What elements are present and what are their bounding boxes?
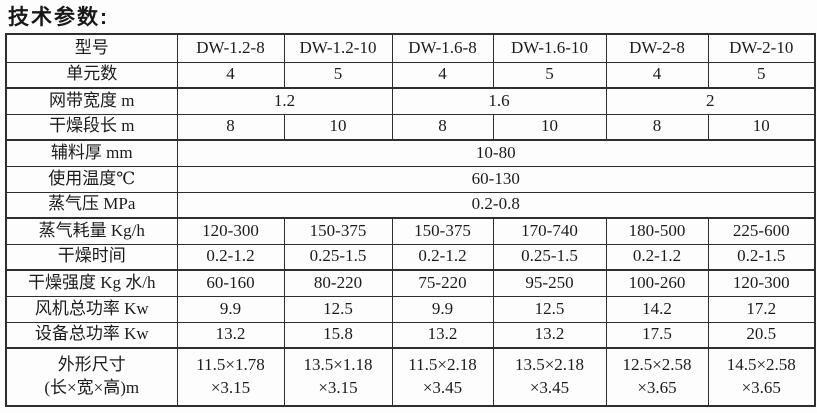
header-cell-DW-2-10: DW-2-10 [707,33,816,63]
value-cell: 10 [707,113,816,141]
value-cell: 13.2 [176,321,285,349]
value-cell: 8 [391,113,494,141]
header-cell-DW-1.2-10: DW-1.2-10 [283,33,393,63]
value-cell: 170-740 [492,217,607,245]
table-row: 外形尺寸 (长×宽×高)m 11.5×1.78 ×3.15 13.5×1.18 ×3… [5,347,816,407]
value-cell: 4 [391,61,494,89]
value-cell: 11.5×2.18 ×3.45 [391,347,494,407]
header-row: 型号 DW-1.2-8 DW-1.2-10 DW-1.6-8 DW-1.6-10 DW-2… [5,33,816,63]
table-row: 辅料厚 mm 10-80 [5,139,816,167]
table-row: 蒸气压 MPa 0.2-0.8 [5,191,816,219]
value-cell: 120-300 [176,217,285,245]
row-label-cell: 干燥段长 m [5,113,178,141]
row-label-cell: 使用温度℃ [5,165,178,193]
value-cell: 13.5×1.18 ×3.15 [283,347,393,407]
value-cell: 0.2-1.2 [605,243,709,271]
spec-table: 型号 DW-1.2-8 DW-1.2-10 DW-1.6-8 DW-1.6-10 DW-2… [5,33,816,407]
value-cell: 2 [605,87,816,115]
value-cell: 150-375 [391,217,494,245]
value-cell: 225-600 [707,217,816,245]
value-cell: 10 [283,113,393,141]
value-cell: 0.2-1.2 [391,243,494,271]
value-cell: 100-260 [605,269,709,297]
value-cell: 150-375 [283,217,393,245]
row-label-cell: 外形尺寸 (长×宽×高)m [5,347,178,407]
value-cell: 15.8 [283,321,393,349]
row-label-cell: 干燥时间 [5,243,178,271]
row-label-cell: 蒸气耗量 Kg/h [5,217,178,245]
value-cell: 5 [283,61,393,89]
value-cell: 12.5 [492,295,607,323]
value-cell: 0.2-1.5 [707,243,816,271]
value-cell: 75-220 [391,269,494,297]
value-cell: 13.2 [391,321,494,349]
value-cell: 20.5 [707,321,816,349]
value-cell: 17.5 [605,321,709,349]
row-label-cell: 设备总功率 Kw [5,321,178,349]
value-cell: 8 [605,113,709,141]
table-row: 干燥段长 m 8 10 8 10 8 10 [5,113,816,141]
value-cell: 12.5 [283,295,393,323]
header-cell-DW-1.6-10: DW-1.6-10 [492,33,607,63]
header-cell-DW-1.2-8: DW-1.2-8 [176,33,285,63]
value-cell: 8 [176,113,285,141]
value-cell: 14.5×2.58 ×3.65 [707,347,816,407]
value-cell: 13.5×2.18 ×3.45 [492,347,607,407]
value-cell: 0.25-1.5 [283,243,393,271]
table-body: 单元数 4 5 4 5 4 5 网带宽度 m 1.2 1.6 2 干燥段长 m 8 10 8 10 8 10 辅料厚… [5,61,816,407]
row-label-cell: 辅料厚 mm [5,139,178,167]
value-cell: 12.5×2.58 ×3.65 [605,347,709,407]
value-cell: 14.2 [605,295,709,323]
value-cell: 5 [707,61,816,89]
table-row: 设备总功率 Kw 13.2 15.8 13.2 13.2 17.5 20.5 [5,321,816,349]
value-cell: 4 [605,61,709,89]
header-cell-DW-1.6-8: DW-1.6-8 [391,33,494,63]
table-row: 干燥强度 Kg 水/h 60-160 80-220 75-220 95-250 100-2… [5,269,816,297]
page-title: 技术参数: [8,6,109,29]
value-cell: 17.2 [707,295,816,323]
table-row: 干燥时间 0.2-1.2 0.25-1.5 0.2-1.2 0.25-1.5 0.2-1.… [5,243,816,271]
value-cell: 10 [492,113,607,141]
value-cell: 10-80 [176,139,816,167]
value-cell: 0.2-1.2 [176,243,285,271]
value-cell: 5 [492,61,607,89]
table-row: 风机总功率 Kw 9.9 12.5 9.9 12.5 14.2 17.2 [5,295,816,323]
value-cell: 11.5×1.78 ×3.15 [176,347,285,407]
table-head: 型号 DW-1.2-8 DW-1.2-10 DW-1.6-8 DW-1.6-10 DW-2… [5,33,816,63]
value-cell: 180-500 [605,217,709,245]
value-cell: 80-220 [283,269,393,297]
value-cell: 13.2 [492,321,607,349]
row-label-cell: 蒸气压 MPa [5,191,178,219]
table-row: 单元数 4 5 4 5 4 5 [5,61,816,89]
row-label-cell: 网带宽度 m [5,87,178,115]
header-model-label: 型号 [5,33,178,63]
value-cell: 60-130 [176,165,816,193]
value-cell: 9.9 [176,295,285,323]
header-cell-DW-2-8: DW-2-8 [605,33,709,63]
value-cell: 95-250 [492,269,607,297]
row-label-cell: 干燥强度 Kg 水/h [5,269,178,297]
table-row: 使用温度℃ 60-130 [5,165,816,193]
value-cell: 0.2-0.8 [176,191,816,219]
value-cell: 4 [176,61,285,89]
value-cell: 1.2 [176,87,393,115]
table-row: 蒸气耗量 Kg/h 120-300 150-375 150-375 170-740 180… [5,217,816,245]
row-label-cell: 单元数 [5,61,178,89]
table-row: 网带宽度 m 1.2 1.6 2 [5,87,816,115]
value-cell: 120-300 [707,269,816,297]
value-cell: 9.9 [391,295,494,323]
row-label-cell: 风机总功率 Kw [5,295,178,323]
value-cell: 0.25-1.5 [492,243,607,271]
value-cell: 1.6 [391,87,607,115]
value-cell: 60-160 [176,269,285,297]
